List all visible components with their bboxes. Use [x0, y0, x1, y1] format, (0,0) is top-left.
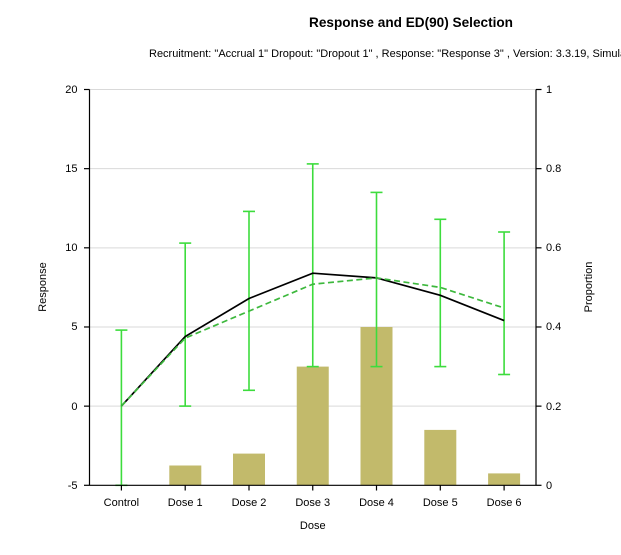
svg-text:0: 0: [71, 401, 77, 413]
svg-text:10: 10: [65, 242, 77, 254]
svg-text:Dose 2: Dose 2: [232, 497, 267, 509]
svg-text:20: 20: [65, 84, 77, 96]
svg-text:Dose 4: Dose 4: [359, 497, 394, 509]
svg-text:Dose 6: Dose 6: [487, 497, 522, 509]
svg-text:Control: Control: [104, 497, 139, 509]
svg-text:0.2: 0.2: [546, 401, 561, 413]
svg-text:Dose: Dose: [300, 520, 326, 532]
svg-text:5: 5: [71, 321, 77, 333]
svg-text:0.6: 0.6: [546, 242, 561, 254]
svg-text:0.4: 0.4: [546, 321, 561, 333]
svg-text:0.8: 0.8: [546, 163, 561, 175]
svg-text:0: 0: [546, 480, 552, 492]
svg-text:Dose 3: Dose 3: [295, 497, 330, 509]
svg-text:Dose 1: Dose 1: [168, 497, 203, 509]
svg-text:Response: Response: [37, 262, 49, 312]
svg-text:15: 15: [65, 163, 77, 175]
svg-text:Dose 5: Dose 5: [423, 497, 458, 509]
svg-text:-5: -5: [68, 480, 78, 492]
svg-text:Proportion: Proportion: [583, 262, 595, 313]
svg-text:1: 1: [546, 84, 552, 96]
